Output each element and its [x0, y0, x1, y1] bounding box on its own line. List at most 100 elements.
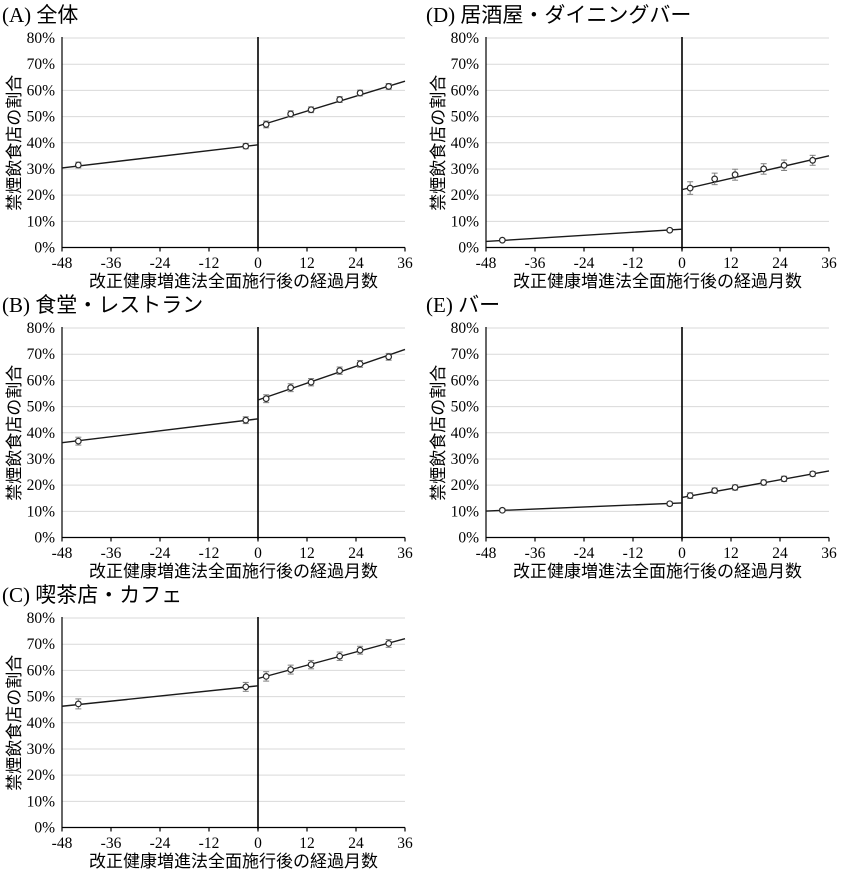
data-point-marker [336, 652, 344, 660]
data-point-marker [262, 121, 270, 128]
data-point-marker [686, 184, 694, 192]
panel-a-title: (A) 全体 [2, 3, 79, 27]
x-tick-label: 24 [348, 255, 364, 272]
panel-e-plot: -48 -36 -24 -12 0 12 24 36 0% 10% 20% 30% 40% 50% 60% 7… [429, 320, 837, 580]
pre-trend-fit-line [61, 685, 259, 707]
panel-a-overall-chart: (A) 全体 -48 -36 -24 -12 0 12 24 36 0% 10% 20% 30% 40%… [0, 0, 424, 290]
data-point-marker [760, 479, 768, 486]
data-point-marker [809, 156, 817, 164]
data-point-marker [307, 378, 315, 386]
x-axis-title: 改正健康増進法全面施行後の経過月数 [513, 562, 802, 580]
data-point-marker [356, 360, 364, 368]
y-tick-label: 40% [27, 425, 56, 442]
pre-trend-fit-line [485, 502, 683, 512]
data-point-marker [287, 110, 295, 118]
x-tick-label: 0 [254, 835, 262, 852]
y-tick-label: 0% [458, 240, 479, 257]
y-tick-label: 20% [27, 187, 56, 204]
panel-c-title: (C) 喫茶店・カフェ [2, 583, 183, 607]
x-tick-label: 36 [397, 545, 413, 562]
y-tick-label: 40% [27, 135, 56, 152]
pre-trend-fit-line [61, 144, 259, 169]
x-axis-title: 改正健康増進法全面施行後の経過月数 [89, 562, 378, 580]
y-tick-label: 80% [27, 320, 56, 337]
y-tick-label: 50% [451, 399, 480, 416]
data-point-marker [711, 487, 719, 495]
post-trend-fit-line [681, 155, 830, 191]
x-tick-label: 0 [678, 255, 686, 272]
y-tick-label: 30% [27, 741, 56, 758]
y-tick-label: 70% [451, 346, 480, 363]
x-tick-label: 0 [254, 255, 262, 272]
post-trend-fit-line [681, 470, 830, 499]
data-point-marker [498, 506, 506, 514]
x-tick-label: -24 [150, 255, 171, 272]
y-tick-label: 70% [451, 56, 480, 73]
x-tick-label: 12 [723, 255, 739, 272]
data-point-marker [336, 96, 344, 103]
y-tick-label: 0% [34, 820, 55, 837]
post-trend-fit-line [257, 638, 406, 680]
x-tick-label: 12 [299, 255, 315, 272]
data-point-marker [356, 89, 364, 97]
y-tick-label: 80% [451, 30, 480, 47]
data-point-marker [711, 175, 719, 183]
x-tick-label: -48 [52, 545, 73, 562]
data-point-marker [666, 226, 674, 234]
y-axis-title: 禁煙飲食店の割合 [429, 75, 448, 211]
x-tick-label: -12 [623, 545, 644, 562]
data-point-marker [666, 500, 674, 508]
panel-e-title: (E) バー [426, 293, 501, 317]
y-tick-label: 20% [27, 767, 56, 784]
y-tick-label: 0% [34, 530, 55, 547]
panel-b-plot: -48 -36 -24 -12 0 12 24 36 0% 10% 20% 30% 40% 50% 60% 7… [5, 320, 413, 580]
y-tick-label: 70% [27, 636, 56, 653]
pre-trend-fit-line [61, 418, 259, 444]
y-tick-label: 30% [27, 451, 56, 468]
x-tick-label: -12 [623, 255, 644, 272]
y-tick-label: 10% [451, 503, 480, 520]
y-tick-label: 30% [451, 161, 480, 178]
y-tick-label: 80% [27, 610, 56, 627]
y-tick-label: 20% [451, 477, 480, 494]
x-tick-label: -24 [574, 545, 595, 562]
x-tick-label: -36 [525, 545, 546, 562]
x-tick-label: 24 [772, 545, 788, 562]
panel-c-cafe-chart: (C) 喫茶店・カフェ -48 -36 -24 -12 0 12 24 36 0% 10% 20% 3… [0, 580, 424, 871]
data-point-marker [336, 367, 344, 375]
panel-b-title: (B) 食堂・レストラン [2, 293, 204, 317]
data-point-marker [262, 672, 270, 680]
data-point-marker [287, 384, 295, 392]
data-point-marker [74, 700, 82, 708]
x-tick-label: -12 [199, 255, 220, 272]
x-axis-title: 改正健康増進法全面施行後の経過月数 [513, 272, 802, 290]
y-tick-label: 50% [451, 109, 480, 126]
x-tick-label: -48 [476, 545, 497, 562]
data-point-marker [242, 142, 250, 150]
x-tick-label: 24 [348, 835, 364, 852]
x-tick-label: -36 [525, 255, 546, 272]
x-tick-label: 12 [299, 835, 315, 852]
y-tick-label: 40% [27, 715, 56, 732]
x-tick-label: -24 [574, 255, 595, 272]
data-point-marker [74, 437, 82, 445]
y-tick-label: 10% [27, 793, 56, 810]
x-tick-label: 36 [821, 255, 837, 272]
panel-a-plot: -48 -36 -24 -12 0 12 24 36 0% 10% 20% 30% 40% 50% 60% 7… [5, 30, 413, 290]
post-trend-fit-line [257, 80, 406, 127]
y-tick-label: 80% [27, 30, 56, 47]
y-tick-label: 60% [27, 372, 56, 389]
panel-d-izakaya-chart: (D) 居酒屋・ダイニングバー -48 -36 -24 -12 0 12 24 36 0% 10%… [424, 0, 849, 290]
data-point-marker [242, 416, 250, 424]
x-tick-label: 24 [348, 545, 364, 562]
y-tick-label: 10% [451, 213, 480, 230]
data-point-marker [262, 395, 270, 403]
y-tick-label: 80% [451, 320, 480, 337]
data-point-marker [307, 106, 315, 114]
x-tick-label: -36 [101, 545, 122, 562]
y-axis-title: 禁煙飲食店の割合 [5, 365, 24, 501]
x-tick-label: -48 [52, 835, 73, 852]
y-tick-label: 60% [451, 372, 480, 389]
left-column: (A) 全体 -48 -36 -24 -12 0 12 24 36 0% 10% 20% 30% 40%… [0, 0, 424, 871]
